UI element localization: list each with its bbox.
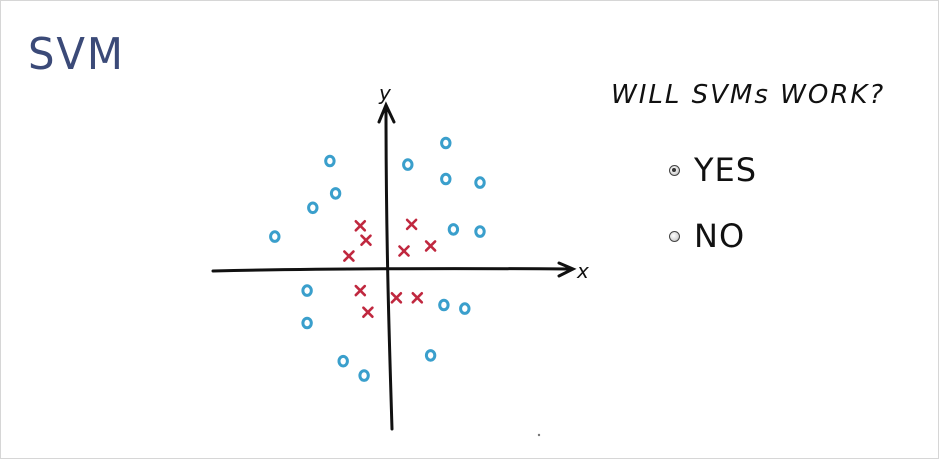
option-yes-label: YES <box>694 151 758 189</box>
radio-yes[interactable] <box>669 164 680 176</box>
stray-dot <box>537 433 541 437</box>
x-axis-label: x <box>576 259 589 283</box>
o-point <box>301 316 313 330</box>
o-point <box>358 369 370 382</box>
option-yes[interactable]: YES <box>669 151 757 189</box>
option-no-label: NO <box>694 217 746 255</box>
x-point <box>390 291 403 304</box>
o-point <box>447 223 460 236</box>
circle-points-group <box>269 136 486 382</box>
x-point <box>398 245 410 257</box>
o-point <box>474 225 486 238</box>
x-point <box>405 218 418 231</box>
o-point <box>337 354 349 368</box>
x-point <box>360 234 372 246</box>
x-point <box>411 291 424 304</box>
x-axis-arrowhead <box>557 261 577 278</box>
radio-no[interactable] <box>669 230 680 242</box>
o-point <box>307 201 319 215</box>
option-no[interactable]: NO <box>669 217 745 255</box>
x-axis <box>211 267 573 273</box>
quiz-question: WILL SVMs WORK? <box>611 80 886 110</box>
o-point <box>440 172 452 186</box>
x-point <box>362 306 374 319</box>
slide-title: SVM <box>28 29 125 80</box>
o-point <box>438 298 450 312</box>
y-axis <box>384 107 394 431</box>
o-point <box>402 158 414 171</box>
o-point <box>424 349 437 362</box>
o-point <box>329 187 342 200</box>
x-point <box>354 220 367 232</box>
o-point <box>459 302 471 315</box>
x-point <box>424 240 437 252</box>
o-point <box>440 136 452 150</box>
o-point <box>324 154 336 168</box>
cross-points-group <box>343 218 437 319</box>
y-axis-label: y <box>378 81 392 105</box>
x-point <box>343 250 355 262</box>
o-point <box>474 176 486 189</box>
x-point <box>354 284 367 297</box>
o-point <box>269 230 281 243</box>
y-axis-arrowhead <box>377 101 396 124</box>
o-point <box>301 284 313 297</box>
